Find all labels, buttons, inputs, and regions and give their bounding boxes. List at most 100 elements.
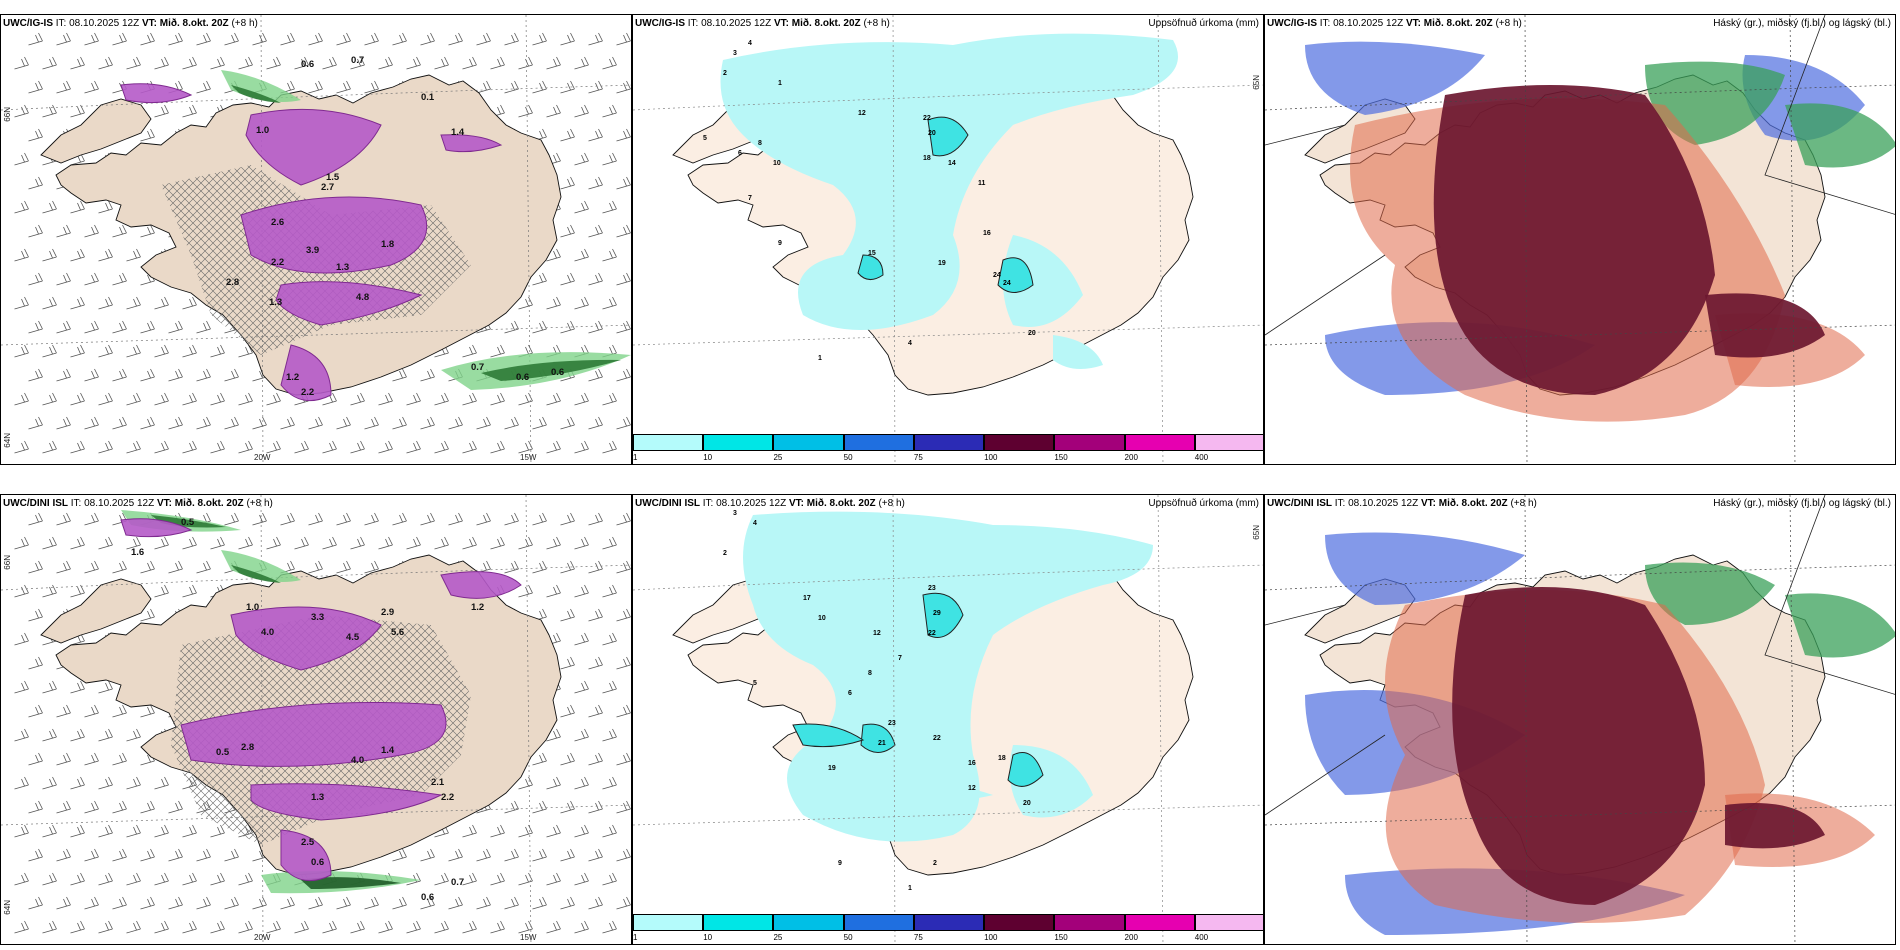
- lon-label-15w: 15W: [520, 453, 537, 462]
- accum-value-label: 19: [938, 260, 946, 267]
- mid-top-title: Uppsöfnuð úrkoma (mm): [1148, 18, 1259, 29]
- precip-value-label: 2.1: [431, 777, 445, 788]
- colorbar-tick-label: 100: [984, 453, 998, 462]
- accum-value-label: 20: [1023, 800, 1031, 807]
- colorbar-tick-label: 400: [1194, 933, 1209, 942]
- precip-value-label: 0.6: [421, 892, 434, 903]
- precip-value-label: 2.2: [271, 257, 284, 268]
- lon-label-15w-b: 15W: [520, 933, 537, 942]
- colorbar-tick-label: 400: [1194, 453, 1209, 462]
- accum-value-label: 8: [868, 670, 872, 677]
- accum-value-label: 8: [758, 140, 762, 147]
- colorbar-tick-label: 50: [843, 933, 853, 942]
- colorbar-swatch: [1194, 434, 1263, 451]
- lat-label-66n: 66N: [3, 107, 12, 122]
- colorbar-swatch: [773, 914, 844, 931]
- accum-value-label: 5: [753, 680, 757, 687]
- colorbar-swatch: [1124, 434, 1195, 451]
- colorbar-swatch: [843, 914, 914, 931]
- accum-value-label: 2: [723, 550, 727, 557]
- lat-label-64n-b: 64N: [3, 900, 12, 915]
- accum-value-label: 24: [993, 272, 1001, 279]
- precip-value-label: 0.7: [351, 55, 364, 66]
- accum-value-label: 3: [733, 510, 737, 517]
- cloud-map-bottom: [1265, 495, 1895, 944]
- accum-value-label: 12: [968, 785, 976, 792]
- colorbar-swatch: [1124, 914, 1195, 931]
- precip-value-label: 1.2: [471, 602, 484, 613]
- colorbar-tick-label: 75: [913, 453, 923, 462]
- colorbar-swatch: [1194, 914, 1263, 931]
- precip-value-label: 2.5: [301, 837, 315, 848]
- accum-value-label: 12: [873, 630, 881, 637]
- panel-mid-bottom: UWC/DINI ISL IT: 08.10.2025 12Z VT: Mið.…: [632, 494, 1264, 945]
- precip-value-label: 4.0: [261, 627, 274, 638]
- panel-left-bottom: UWC/DINI ISL IT: 08.10.2025 12Z VT: Mið.…: [0, 494, 632, 945]
- precip-value-label: 2.2: [301, 387, 314, 398]
- accum-value-label: 14: [948, 160, 956, 167]
- accum-value-label: 17: [803, 595, 811, 602]
- accum-value-label: 7: [748, 195, 752, 202]
- accum-value-label: 2: [933, 860, 937, 867]
- right-top-header: UWC/IG-IS IT: 08.10.2025 12Z VT: Mið. 8.…: [1267, 18, 1522, 29]
- precip-value-label: 2.9: [381, 607, 394, 618]
- precip-value-label: 0.7: [471, 362, 484, 373]
- precip-value-label: 0.6: [551, 367, 564, 378]
- panel-mid-top: UWC/IG-IS IT: 08.10.2025 12Z VT: Mið. 8.…: [632, 14, 1264, 465]
- accum-value-label: 18: [998, 755, 1006, 762]
- colorbar-swatch: [913, 434, 985, 451]
- lat-label-64n: 64N: [3, 433, 12, 448]
- accum-value-label: 22: [923, 115, 931, 122]
- precip-value-label: 1.0: [246, 602, 259, 613]
- colorbar-swatch: [984, 434, 1055, 451]
- accum-value-label: 7: [898, 655, 902, 662]
- accum-value-label: 4: [748, 40, 752, 47]
- accum-value-label: 10: [773, 160, 781, 167]
- precip-value-label: 2.2: [441, 792, 454, 803]
- colorbar-tick-label: 10: [703, 933, 713, 942]
- precip-value-label: 1.0: [256, 125, 269, 136]
- accum-value-label: 19: [828, 765, 836, 772]
- colorbar-swatch: [913, 914, 985, 931]
- lat-label-65n-right-b: 65N: [1252, 525, 1261, 540]
- colorbar-swatch: [633, 914, 704, 931]
- precip-value-label: 2.8: [241, 742, 254, 753]
- accum-value-label: 24: [1003, 280, 1011, 287]
- precip-value-label: 1.2: [286, 372, 299, 383]
- accum-value-label: 21: [878, 740, 886, 747]
- lon-label-20w-b: 20W: [254, 933, 271, 942]
- accum-value-label: 6: [848, 690, 852, 697]
- precip-value-label: 0.5: [181, 517, 195, 528]
- precip-value-label: 3.9: [306, 245, 319, 256]
- wind-precip-map-bottom: 0.5 1.6 1.0 4.0 3.3 4.5 2.9 1.2 0.5 2.8 4.0 1.4 2.1 2…: [1, 495, 631, 944]
- accum-value-label: 3: [733, 50, 737, 57]
- accum-value-label: 4: [753, 520, 757, 527]
- right-bottom-title: Háský (gr.), miðský (fj.bl.) og lágský (…: [1713, 498, 1891, 509]
- wind-precip-map-top: 0.6 0.7 0.1 1.0 1.5 2.6 2.7 3.9 1.8 2.2 2.8 1.3 4.8 1…: [1, 15, 631, 464]
- right-bottom-header: UWC/DINI ISL IT: 08.10.2025 12Z VT: Mið.…: [1267, 498, 1537, 509]
- panel-right-bottom: UWC/DINI ISL IT: 08.10.2025 12Z VT: Mið.…: [1264, 494, 1896, 945]
- accum-value-label: 9: [838, 860, 842, 867]
- cloud-map-top: [1265, 15, 1895, 464]
- accum-value-label: 1: [818, 355, 822, 362]
- accum-value-label: 20: [1028, 330, 1036, 337]
- panel-right-top: UWC/IG-IS IT: 08.10.2025 12Z VT: Mið. 8.…: [1264, 14, 1896, 465]
- accum-value-label: 20: [928, 130, 936, 137]
- precip-value-label: 1.5: [326, 172, 340, 183]
- lat-label-66n-b: 66N: [3, 555, 12, 570]
- accum-value-label: 2: [723, 70, 727, 77]
- colorbar-tick-label: 25: [773, 933, 783, 942]
- accum-value-label: 6: [738, 150, 742, 157]
- colorbar-tick-label: 25: [773, 453, 783, 462]
- precip-value-label: 1.6: [131, 547, 144, 558]
- precip-value-label: 2.6: [271, 217, 284, 228]
- accum-value-label: 9: [778, 240, 782, 247]
- precip-value-label: 3.3: [311, 612, 324, 623]
- precip-value-label: 1.3: [336, 262, 349, 273]
- precip-value-label: 4.8: [356, 292, 369, 303]
- accum-value-label: 4: [908, 340, 912, 347]
- left-bottom-header: UWC/DINI ISL IT: 08.10.2025 12Z VT: Mið.…: [3, 498, 273, 509]
- precip-value-label: 5.6: [391, 627, 404, 638]
